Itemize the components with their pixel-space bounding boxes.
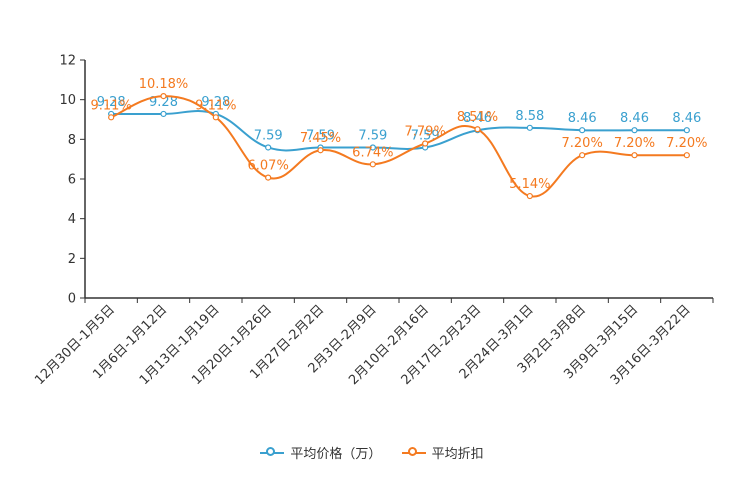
- data-label: 9.28: [97, 95, 126, 110]
- data-label: 7.20%: [562, 136, 603, 151]
- data-label: 8.51%: [457, 110, 498, 125]
- data-point: [683, 152, 690, 159]
- data-label: 7.59: [254, 128, 283, 143]
- data-point: [369, 144, 376, 151]
- y-tick-label: 0: [68, 292, 76, 307]
- data-point: [526, 124, 533, 131]
- data-label: 8.46: [568, 111, 597, 126]
- line-chart: 02468101212月30日-1月5日1月6日-1月12日1月13日-1月19…: [32, 54, 714, 388]
- legend-label-discount: 平均折扣: [431, 447, 484, 462]
- data-point: [526, 192, 533, 200]
- legend-item-price[interactable]: 平均价格（万）: [260, 443, 381, 462]
- data-label: 5.14%: [509, 177, 550, 192]
- y-tick-label: 2: [68, 252, 76, 267]
- data-point: [474, 126, 481, 133]
- data-label: 7.20%: [666, 136, 707, 151]
- data-label: 7.59: [358, 128, 387, 143]
- data-label: 7.59: [306, 128, 335, 143]
- data-label: 7.79%: [405, 124, 446, 139]
- data-point: [160, 92, 167, 100]
- y-tick-label: 10: [59, 93, 76, 108]
- data-point: [108, 114, 115, 121]
- data-point: [579, 152, 586, 159]
- data-label: 9.11%: [195, 98, 236, 113]
- y-tick-label: 12: [59, 54, 76, 69]
- legend-line-circle-icon: [260, 446, 285, 460]
- data-point: [422, 140, 429, 147]
- data-label: 7.20%: [614, 136, 655, 151]
- data-point: [160, 110, 167, 118]
- data-point: [212, 114, 219, 121]
- data-label: 8.58: [515, 109, 544, 124]
- data-label: 10.18%: [139, 77, 189, 92]
- data-label: 6.74%: [352, 145, 393, 160]
- data-label: 6.07%: [248, 159, 289, 174]
- legend-item-discount[interactable]: 平均折扣: [401, 443, 484, 462]
- legend: 平均价格（万） 平均折扣: [0, 443, 744, 464]
- data-label: 9.28: [201, 95, 230, 110]
- y-tick-label: 4: [68, 212, 76, 227]
- data-label: 7.45%: [300, 131, 341, 146]
- data-label: 8.46: [463, 111, 492, 126]
- data-label: 9.28: [149, 95, 178, 110]
- data-label: 8.46: [620, 111, 649, 126]
- data-label: 9.11%: [91, 98, 132, 113]
- y-tick-label: 6: [68, 173, 76, 188]
- data-point: [265, 174, 272, 181]
- legend-label-price: 平均价格（万）: [290, 447, 382, 462]
- series-line-0: [111, 110, 687, 152]
- data-point: [631, 127, 638, 134]
- data-label: 8.46: [672, 111, 701, 126]
- data-point: [683, 127, 690, 134]
- data-point: [369, 161, 376, 168]
- legend-line-circle-icon: [401, 446, 426, 460]
- data-point: [579, 127, 586, 134]
- data-point: [317, 147, 324, 154]
- data-point: [631, 152, 638, 159]
- data-point: [265, 144, 272, 151]
- y-tick-label: 8: [68, 133, 76, 148]
